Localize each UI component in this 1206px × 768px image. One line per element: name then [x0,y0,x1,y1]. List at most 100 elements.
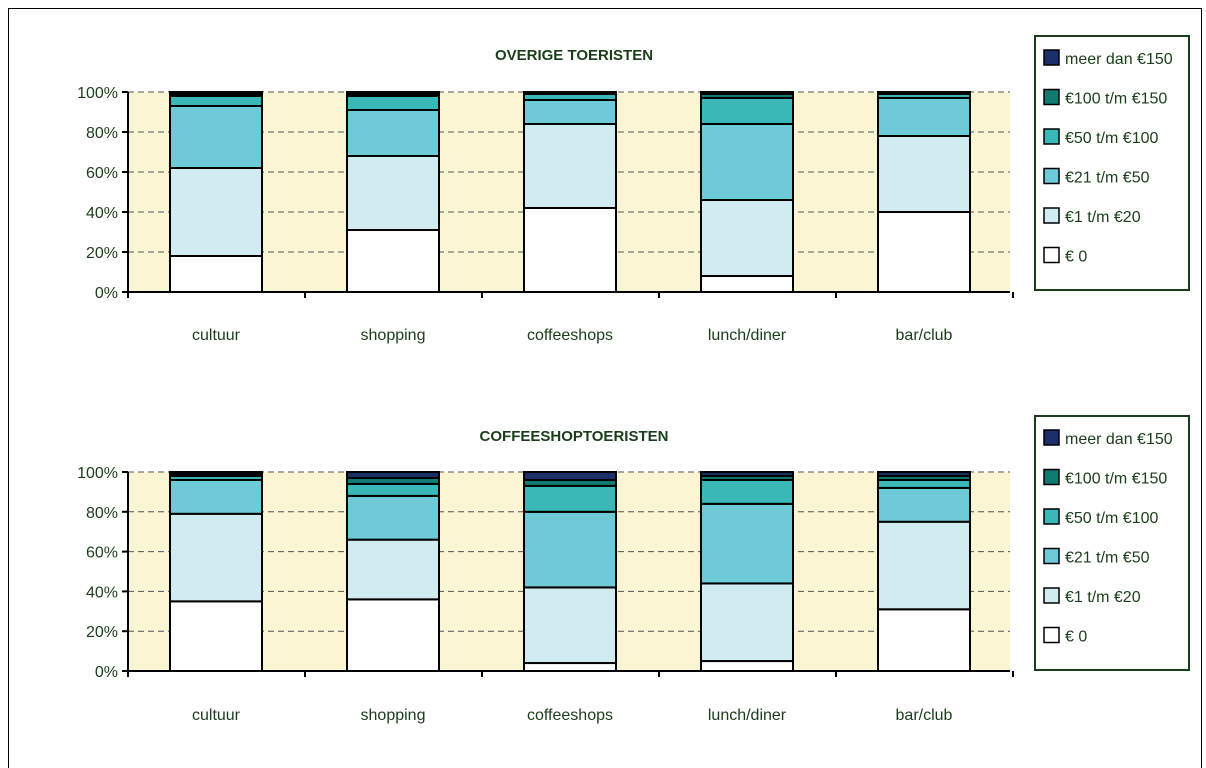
legend-swatch [1043,49,1060,66]
legend-box [1034,415,1190,671]
category-label: lunch/diner [708,707,787,724]
bar-segment-lunch-diner-2 [700,199,794,277]
chart-panel-1: OVERIGE TOERISTEN cultuur shopping coffeesh… [77,35,1190,344]
category-label: bar/club [896,327,953,344]
bar-segment-coffeeshops-3 [523,510,617,589]
category-label: shopping [361,327,426,344]
category-label: coffeeshops [527,707,613,724]
legend-swatch [1043,547,1060,565]
chart-panel-2: COFFEESHOPTOERISTEN cultuur shopping coffee… [77,415,1190,724]
bar-segment-shopping-4 [346,95,440,111]
legend-swatch [1043,508,1060,525]
legend-swatch [1043,246,1060,264]
legend-swatch [1043,128,1060,145]
bar-segment-cultuur-1 [169,600,263,672]
bar-segment-bar-club-3 [877,486,971,523]
bar-segment-shopping-6 [346,91,440,95]
bar-segment-lunch-diner-4 [700,478,794,505]
legend-label: €50 t/m €100 [1065,510,1159,527]
bar-segment-shopping-2 [346,155,440,231]
legend-label: €21 t/m €50 [1065,170,1150,187]
bar-segment-shopping-1 [346,229,440,293]
y-tick-label: 60% [86,545,118,562]
legend-swatch [1043,429,1060,446]
category-label: lunch/diner [708,327,787,344]
legend-label: €50 t/m €100 [1065,130,1159,147]
category-label: shopping [361,707,426,724]
y-tick-label: 40% [86,584,118,601]
legend-label: meer dan €150 [1065,51,1173,68]
bar-segment-cultuur-4 [169,95,263,107]
y-tick-label: 80% [86,125,118,142]
bar-segment-coffeeshops-1 [523,207,617,293]
bar-segment-bar-club-2 [877,135,971,213]
bar-segment-bar-club-1 [877,211,971,293]
y-tick-label: 40% [86,205,118,222]
legend-label: €100 t/m €150 [1065,471,1167,488]
bar-segment-cultuur-2 [169,167,263,257]
bar-segment-lunch-diner-2 [700,582,794,663]
legend-label: €1 t/m €20 [1065,589,1141,606]
y-tick-label: 100% [77,465,118,482]
category-label: coffeeshops [527,327,613,344]
y-tick-label: 80% [86,505,118,522]
legend-swatch [1043,88,1060,106]
category-label: bar/club [896,707,953,724]
bar-segment-coffeeshops-6 [523,91,617,94]
bar-segment-cultuur-1 [169,255,263,293]
bar-segment-lunch-diner-6 [700,91,794,95]
bar-segment-bar-club-4 [877,478,971,489]
bar-segment-coffeeshops-2 [523,123,617,209]
bar-segment-bar-club-1 [877,608,971,672]
bar-segment-lunch-diner-3 [700,123,794,201]
legend-label: € 0 [1065,629,1087,646]
bar-segment-cultuur-3 [169,105,263,169]
y-tick-label: 60% [86,165,118,182]
legend-label: €1 t/m €20 [1065,209,1141,226]
bar-segment-cultuur-6 [169,91,263,95]
bar-segment-shopping-1 [346,598,440,672]
y-tick-label: 20% [86,624,118,641]
y-tick-label: 20% [86,245,118,262]
legend-swatch [1043,468,1060,486]
bar-segment-cultuur-2 [169,512,263,603]
category-label: cultuur [192,327,241,344]
chart-title: COFFEESHOPTOERISTEN [480,428,669,445]
bar-segment-lunch-diner-1 [700,275,794,293]
chart-frame [8,8,1202,768]
bar-segment-bar-club-2 [877,520,971,611]
legend-box [1034,35,1190,291]
y-tick-label: 0% [95,285,118,302]
bar-segment-shopping-6 [346,471,440,479]
bar-segment-cultuur-6 [169,471,263,475]
bar-segment-lunch-diner-1 [700,660,794,672]
bar-segment-coffeeshops-4 [523,484,617,513]
bar-segment-shopping-3 [346,494,440,541]
y-tick-label: 0% [95,664,118,681]
bar-segment-shopping-4 [346,482,440,497]
category-label: cultuur [192,707,241,724]
bar-segment-coffeeshops-6 [523,471,617,481]
legend-swatch [1043,167,1060,185]
bar-segment-coffeeshops-3 [523,99,617,125]
bar-segment-bar-club-6 [877,471,971,477]
bar-segment-bar-club-6 [877,91,971,94]
bar-segment-coffeeshops-1 [523,662,617,672]
legend-swatch [1043,587,1060,604]
bar-segment-lunch-diner-6 [700,471,794,477]
legend-label: € 0 [1065,249,1087,266]
bar-segment-coffeeshops-2 [523,586,617,665]
bar-segment-lunch-diner-4 [700,97,794,125]
bar-segment-cultuur-3 [169,478,263,515]
legend-swatch [1043,626,1060,644]
legend-label: €21 t/m €50 [1065,550,1150,567]
bar-segment-shopping-3 [346,109,440,157]
y-tick-label: 100% [77,85,118,102]
bar-segment-lunch-diner-3 [700,502,794,585]
legend-label: €100 t/m €150 [1065,91,1167,108]
bar-segment-shopping-2 [346,538,440,601]
legend-swatch [1043,207,1060,224]
bar-segment-bar-club-3 [877,97,971,137]
legend-label: meer dan €150 [1065,431,1173,448]
